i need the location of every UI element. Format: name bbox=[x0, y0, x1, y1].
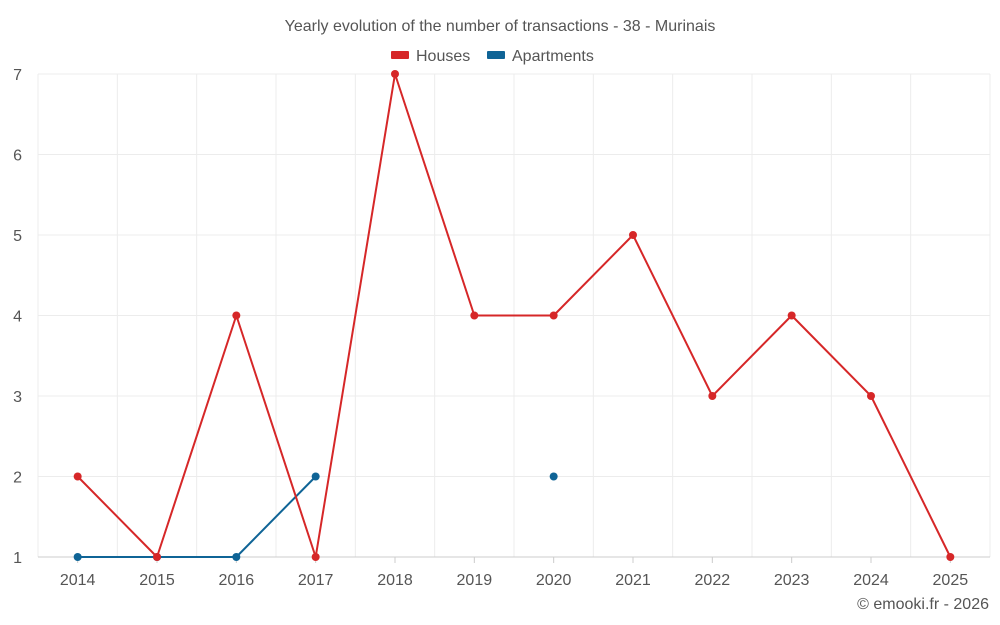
y-tick-label-6: 6 bbox=[13, 148, 22, 165]
point-houses-2021[interactable] bbox=[629, 231, 637, 239]
point-houses-2019[interactable] bbox=[470, 311, 479, 320]
series-line-houses-0 bbox=[76, 73, 952, 558]
x-tick-label-2018: 2018 bbox=[377, 572, 413, 589]
x-tick-label-2019: 2019 bbox=[457, 572, 493, 589]
legend-item-apartments[interactable]: Apartments bbox=[487, 48, 594, 65]
x-tick-label-2021: 2021 bbox=[615, 572, 651, 589]
x-tick-label-2023: 2023 bbox=[774, 572, 810, 589]
x-tick-label-2025: 2025 bbox=[933, 572, 969, 589]
series-layer bbox=[73, 70, 955, 561]
point-houses-2014[interactable] bbox=[73, 472, 82, 481]
point-apartments-2014[interactable] bbox=[73, 553, 82, 561]
x-tick-label-2022: 2022 bbox=[695, 572, 731, 589]
x-axis: 2014 2015 2016 2017 2018 2019 2020 2021 2022 2023… bbox=[38, 556, 990, 589]
y-tick-label-3: 3 bbox=[13, 389, 22, 406]
x-tick-label-2015: 2015 bbox=[139, 572, 175, 589]
point-houses-2018[interactable] bbox=[391, 70, 399, 78]
legend-label-houses: Houses bbox=[416, 48, 470, 65]
x-tick-label-2014: 2014 bbox=[60, 572, 96, 589]
legend: Houses Apartments bbox=[391, 48, 594, 65]
point-apartments-2016[interactable] bbox=[232, 553, 241, 561]
y-tick-label-7: 7 bbox=[13, 67, 22, 84]
point-houses-2017[interactable] bbox=[311, 553, 320, 561]
point-houses-2015[interactable] bbox=[153, 553, 161, 561]
credit-text: © emooki.fr - 2026 bbox=[857, 596, 989, 613]
series-houses bbox=[73, 70, 955, 561]
point-houses-2020[interactable] bbox=[549, 311, 558, 320]
legend-item-houses[interactable]: Houses bbox=[391, 48, 470, 65]
point-houses-2022[interactable] bbox=[708, 392, 717, 400]
legend-swatch-houses bbox=[391, 51, 409, 59]
point-apartments-2017[interactable] bbox=[311, 472, 320, 481]
y-tick-label-2: 2 bbox=[13, 470, 22, 487]
y-tick-label-4: 4 bbox=[13, 309, 22, 326]
series-line-apartments-0 bbox=[77, 475, 317, 558]
point-houses-2025[interactable] bbox=[946, 553, 955, 561]
x-tick-label-2024: 2024 bbox=[853, 572, 889, 589]
point-houses-2023[interactable] bbox=[787, 311, 796, 320]
point-houses-2016[interactable] bbox=[232, 311, 241, 320]
x-tick-label-2016: 2016 bbox=[219, 572, 255, 589]
x-tick-label-2020: 2020 bbox=[536, 572, 572, 589]
y-tick-label-5: 5 bbox=[13, 228, 22, 245]
x-tick-label-2017: 2017 bbox=[298, 572, 334, 589]
series-apartments bbox=[73, 472, 558, 561]
point-houses-2024[interactable] bbox=[867, 392, 875, 400]
y-tick-label-1: 1 bbox=[13, 550, 22, 567]
legend-label-apartments: Apartments bbox=[512, 48, 594, 65]
point-apartments-2020[interactable] bbox=[549, 472, 558, 481]
legend-swatch-apartments bbox=[487, 51, 505, 59]
y-axis: 1 2 3 4 5 6 7 bbox=[13, 67, 22, 567]
chart-title: Yearly evolution of the number of transa… bbox=[285, 18, 716, 35]
